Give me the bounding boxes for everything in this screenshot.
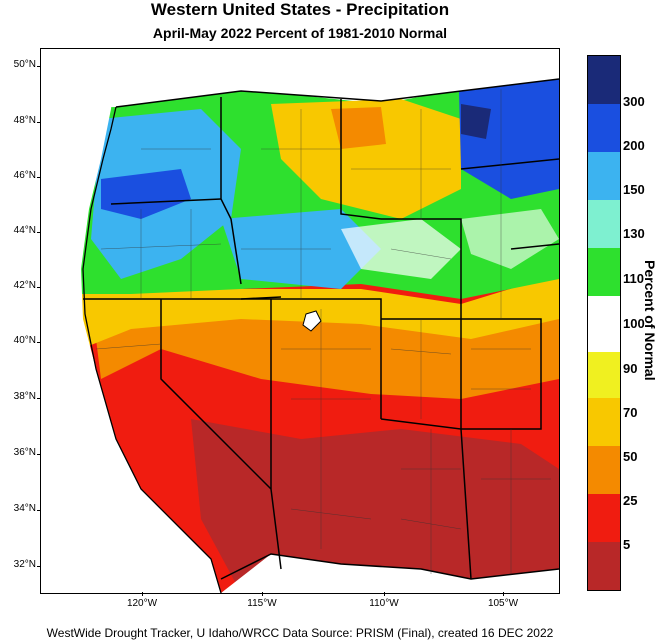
lat-tick [37, 287, 41, 288]
map-graphic [41, 49, 559, 593]
lon-tick [503, 592, 504, 596]
lat-label-44: 44°N [13, 225, 36, 236]
legend-swatch-50 [588, 446, 620, 494]
lat-label-46: 46°N [13, 170, 36, 181]
legend-swatch-110 [588, 248, 620, 296]
lat-tick [37, 510, 41, 511]
legend-label-70: 70 [623, 405, 638, 420]
legend-label-25: 25 [623, 493, 638, 508]
lat-label-36: 36°N [13, 447, 36, 458]
map-footer-credit: WestWide Drought Tracker, U Idaho/WRCC D… [46, 626, 554, 640]
lat-tick [37, 566, 41, 567]
legend-label-90: 90 [623, 361, 638, 376]
lon-label-115: 115°W [247, 598, 277, 609]
lat-label-42: 42°N [13, 280, 36, 291]
lat-tick [37, 454, 41, 455]
legend-label-5: 5 [623, 537, 631, 552]
legend-label-130: 130 [623, 226, 645, 241]
lon-tick [142, 592, 143, 596]
lat-label-40: 40°N [13, 335, 36, 346]
legend-swatch-5 [588, 542, 620, 590]
lat-tick [37, 232, 41, 233]
lat-label-32: 32°N [13, 559, 36, 570]
lon-tick [262, 592, 263, 596]
lat-tick [37, 122, 41, 123]
lat-label-50: 50°N [13, 59, 36, 70]
map-subtitle: April-May 2022 Percent of 1981-2010 Norm… [152, 25, 448, 41]
lat-tick [37, 177, 41, 178]
legend-title: Percent of Normal [642, 260, 658, 381]
legend-swatch-70 [588, 398, 620, 446]
legend-label-50: 50 [623, 449, 638, 464]
lat-tick [37, 398, 41, 399]
legend-label-100: 100 [623, 316, 645, 331]
legend-swatch-100 [588, 296, 620, 352]
legend-swatch-90 [588, 352, 620, 398]
lat-tick [37, 66, 41, 67]
legend-colorbar [587, 55, 621, 591]
legend-swatch-300 [588, 56, 620, 104]
lat-label-38: 38°N [13, 391, 36, 402]
legend-swatch-150 [588, 152, 620, 200]
lon-label-120: 120°W [126, 598, 158, 609]
lon-tick [384, 592, 385, 596]
lon-label-110: 110°W [369, 598, 399, 609]
lat-label-48: 48°N [13, 115, 36, 126]
legend-swatch-25 [588, 494, 620, 542]
lat-label-34: 34°N [13, 503, 36, 514]
lon-label-105: 105°W [487, 598, 519, 609]
map-title: Western United States - Precipitation [150, 0, 450, 19]
legend-label-300: 300 [623, 94, 645, 109]
legend-label-150: 150 [623, 182, 645, 197]
legend-label-200: 200 [623, 138, 645, 153]
precipitation-map [40, 48, 560, 594]
legend-label-110: 110 [623, 271, 644, 286]
lat-tick [37, 342, 41, 343]
legend-swatch-130 [588, 200, 620, 248]
legend-swatch-200 [588, 104, 620, 152]
